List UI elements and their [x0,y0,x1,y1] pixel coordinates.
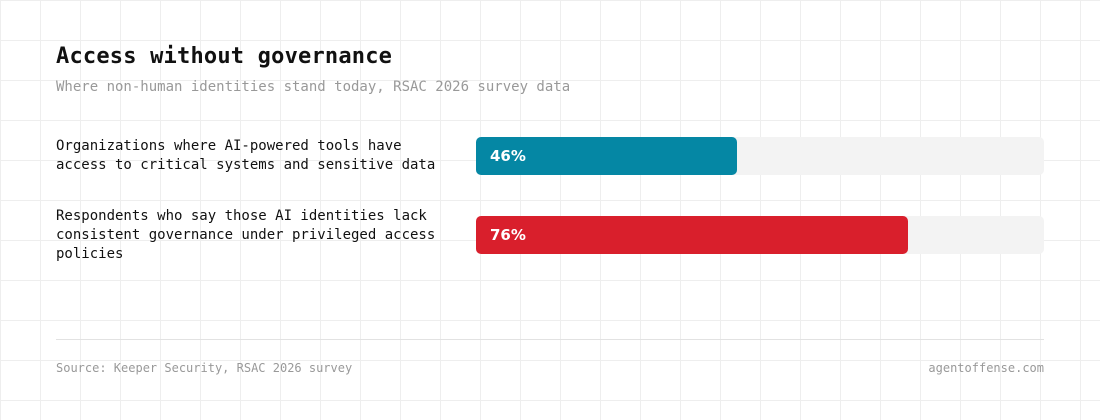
bar-value-label: 46% [490,147,526,165]
source-note: Source: Keeper Security, RSAC 2026 surve… [56,361,353,375]
bar-track: 46% [476,137,1044,175]
bar-category-label: Organizations where AI-powered tools hav… [56,138,436,173]
bar-value-label: 76% [490,226,526,244]
bar-track: 76% [476,216,1044,254]
chart-title: Access without governance [56,44,393,69]
bar-category-label: Respondents who say those AI identities … [56,208,436,262]
bar-fill: 46% [476,137,737,175]
bar-fill: 76% [476,216,908,254]
footer-divider [56,339,1044,340]
site-credit[interactable]: agentoffense.com [928,361,1044,375]
chart-subtitle: Where non-human identities stand today, … [56,79,571,95]
